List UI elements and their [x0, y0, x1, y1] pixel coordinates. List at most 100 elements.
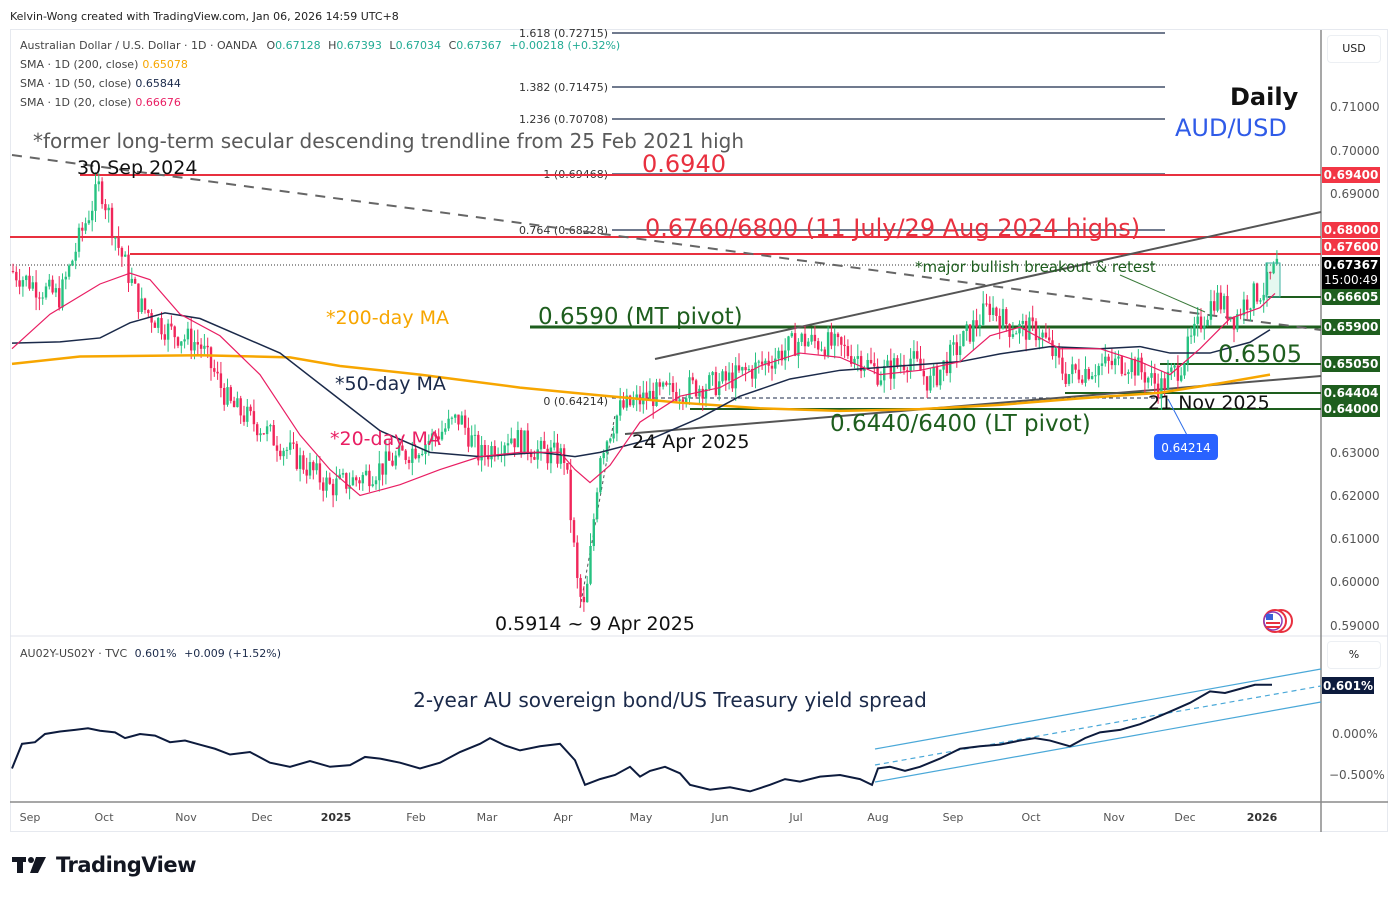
- candle-body: [599, 458, 602, 493]
- candle-body: [777, 350, 780, 359]
- price-tag-green[interactable]: [1322, 319, 1380, 335]
- candle-body: [1038, 337, 1041, 341]
- candle-body: [665, 382, 668, 385]
- close-value: 0.67367: [456, 39, 502, 52]
- candle-body: [157, 318, 160, 328]
- candle-body: [1242, 299, 1246, 316]
- candle-body: [44, 286, 48, 298]
- candle-body: [120, 247, 124, 257]
- candle-body: [510, 438, 513, 444]
- spread-line[interactable]: [11, 683, 1273, 793]
- candle-body: [1199, 316, 1203, 330]
- candle-body: [645, 392, 648, 401]
- candle-body: [315, 463, 318, 471]
- candle-body: [440, 431, 444, 440]
- candle-body: [312, 462, 315, 471]
- sma50-legend[interactable]: SMA · 1D (50, close) 0.65844: [20, 77, 181, 90]
- candle-body: [1275, 258, 1279, 264]
- peak-date-annotation: 30 Sep 2024: [77, 157, 197, 179]
- price-tag-green[interactable]: [1322, 401, 1380, 417]
- sma200-legend[interactable]: SMA · 1D (200, close) 0.65078: [20, 58, 188, 71]
- candle-body: [1140, 357, 1143, 373]
- candle-body: [1064, 373, 1067, 384]
- candle-body: [493, 446, 496, 457]
- candle-body: [140, 298, 143, 313]
- candle-body: [384, 451, 388, 475]
- candle-body: [298, 455, 302, 469]
- candle-body: [1074, 364, 1077, 370]
- candle-body: [454, 414, 457, 418]
- currency-button[interactable]: USD: [1327, 35, 1381, 63]
- candle-body: [972, 320, 975, 342]
- candle-body: [506, 443, 510, 446]
- candle-body: [566, 462, 569, 470]
- candle-body: [190, 328, 193, 351]
- candle-body: [1018, 323, 1021, 334]
- candle-body: [790, 333, 793, 337]
- candle-body: [289, 442, 292, 450]
- candle-body: [800, 333, 803, 342]
- price-tag-green[interactable]: [1322, 385, 1380, 401]
- price-tag-black[interactable]: [1322, 257, 1380, 289]
- candle-body: [1156, 383, 1160, 399]
- candle-body: [589, 546, 592, 584]
- candle-body: [81, 227, 84, 231]
- fib-base-tooltip[interactable]: [1154, 434, 1218, 460]
- high-value: 0.67393: [336, 39, 382, 52]
- candle-body: [318, 463, 322, 483]
- low-value: 0.67034: [395, 39, 442, 52]
- price-tag-red[interactable]: [1322, 222, 1380, 238]
- sma200-line: [11, 353, 1271, 413]
- candle-body: [186, 328, 190, 340]
- candle-body: [279, 450, 282, 457]
- candle-body: [364, 470, 368, 475]
- chart-frame: [10, 29, 1388, 832]
- candle-body: [883, 366, 886, 381]
- fib-level-label: 1.618 (0.72715): [519, 27, 608, 40]
- candle-body: [18, 280, 21, 287]
- candle-body: [487, 455, 490, 460]
- candle-body: [153, 322, 157, 328]
- candle-body: [1252, 283, 1255, 309]
- candle-body: [41, 297, 44, 299]
- candle-body: [830, 332, 833, 346]
- spread-last-tag[interactable]: [1322, 677, 1374, 694]
- candle-body: [668, 383, 671, 385]
- candle-body: [586, 583, 589, 603]
- candle-body: [1114, 358, 1117, 366]
- candlestick-series[interactable]: [11, 172, 1279, 612]
- candle-body: [866, 359, 869, 368]
- candle-body: [760, 361, 764, 365]
- candle-body: [1041, 332, 1044, 338]
- candle-body: [34, 282, 38, 298]
- price-tag-red[interactable]: [1322, 167, 1380, 183]
- candle-body: [949, 344, 952, 374]
- candle-body: [1097, 365, 1100, 376]
- tradingview-logo[interactable]: TradingView: [12, 853, 196, 877]
- price-axis-tick: 0.62000: [1330, 489, 1380, 503]
- candle-body: [1117, 356, 1120, 359]
- candle-body: [256, 424, 259, 436]
- candle-body: [1081, 379, 1084, 383]
- candle-body: [84, 223, 87, 231]
- spread-change: +0.009 (+1.52%): [184, 647, 282, 660]
- price-axis-tick: 0.61000: [1330, 532, 1380, 546]
- candle-body: [25, 275, 28, 281]
- candle-body: [1094, 375, 1097, 377]
- price-axis-tick: 0.59000: [1330, 619, 1380, 633]
- price-tag-green[interactable]: [1322, 289, 1380, 305]
- candle-body: [836, 333, 840, 338]
- price-tag-red[interactable]: [1322, 239, 1380, 255]
- sma20-legend[interactable]: SMA · 1D (20, close) 0.66676: [20, 96, 181, 109]
- price-axis-tick: 0.70000: [1330, 144, 1380, 158]
- spread-legend[interactable]: AU02Y-US02Y · TVC 0.601% +0.009 (+1.52%): [20, 647, 281, 660]
- candle-body: [1209, 301, 1213, 320]
- candle-body: [1044, 332, 1048, 338]
- candle-body: [147, 310, 150, 314]
- unit-button[interactable]: %: [1327, 641, 1381, 669]
- price-tag-green[interactable]: [1322, 356, 1380, 372]
- candle-body: [520, 430, 523, 454]
- candle-body: [28, 275, 31, 289]
- candle-body: [1203, 325, 1206, 330]
